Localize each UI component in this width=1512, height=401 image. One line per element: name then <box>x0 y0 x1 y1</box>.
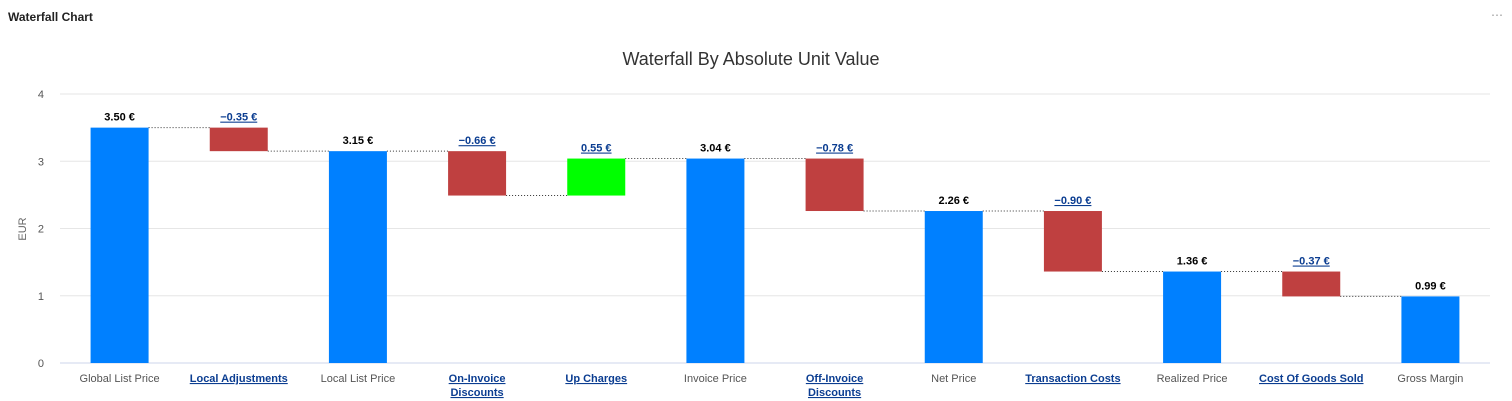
data-labels: 3.50 € −0.35 € 3.15 € −0.66 € 0.55 € 3.04 € −0… <box>104 112 1445 293</box>
chart-title: Waterfall By Absolute Unit Value <box>622 49 879 69</box>
bar-decrease[interactable] <box>1043 211 1102 272</box>
more-horizontal-icon[interactable]: ⋯ <box>1491 8 1504 22</box>
y-axis-title: EUR <box>17 217 29 240</box>
data-label: 0.99 € <box>1415 280 1446 292</box>
gridlines <box>60 93 1490 364</box>
data-label: 1.36 € <box>1177 256 1208 268</box>
data-label[interactable]: 0.55 € <box>581 143 612 155</box>
data-label[interactable]: −0.78 € <box>816 143 853 155</box>
bar-total <box>328 151 387 363</box>
data-label[interactable]: −0.90 € <box>1054 195 1091 207</box>
y-tick-label: 0 <box>38 358 44 370</box>
bar-decrease[interactable] <box>448 151 507 196</box>
y-tick-label: 1 <box>38 291 44 303</box>
panel-title: Waterfall Chart <box>8 10 93 24</box>
x-category-label: Net Price <box>931 373 976 385</box>
data-label: 3.50 € <box>104 112 135 124</box>
bar-total <box>1401 296 1460 363</box>
x-category-label[interactable]: Off-Invoice <box>806 373 863 385</box>
x-category-label[interactable]: Up Charges <box>565 373 627 385</box>
bar-total <box>686 158 745 363</box>
x-category-label: Realized Price <box>1157 373 1228 385</box>
y-tick-label: 2 <box>38 224 44 236</box>
data-label: 3.15 € <box>343 135 374 147</box>
connector-lines <box>148 127 1402 297</box>
x-axis-categories: Global List Price Local Adjustments Local … <box>80 373 1464 399</box>
x-category-label[interactable]: Discounts <box>450 387 503 399</box>
bar-total <box>90 127 149 363</box>
bar-decrease[interactable] <box>209 127 268 152</box>
x-category-label[interactable]: Cost Of Goods Sold <box>1259 373 1364 385</box>
data-label: 3.04 € <box>700 143 731 155</box>
bar-total <box>1163 271 1222 363</box>
x-category-label[interactable]: Local Adjustments <box>190 373 288 385</box>
y-tick-label: 4 <box>38 89 44 101</box>
x-category-label: Invoice Price <box>684 373 747 385</box>
x-category-label[interactable]: On-Invoice <box>449 373 506 385</box>
data-label[interactable]: −0.66 € <box>459 135 496 147</box>
bars <box>90 127 1460 363</box>
data-label[interactable]: −0.35 € <box>220 112 257 124</box>
bar-decrease[interactable] <box>805 158 864 212</box>
x-category-label: Local List Price <box>321 373 396 385</box>
bar-increase[interactable] <box>567 158 626 196</box>
bar-total <box>924 211 983 363</box>
x-category-label[interactable]: Transaction Costs <box>1025 373 1120 385</box>
x-category-label[interactable]: Discounts <box>808 387 861 399</box>
data-label: 2.26 € <box>938 195 969 207</box>
bar-decrease[interactable] <box>1282 271 1341 297</box>
x-category-label: Global List Price <box>80 373 160 385</box>
data-label[interactable]: −0.37 € <box>1293 256 1330 268</box>
y-tick-label: 3 <box>38 156 44 168</box>
x-category-label: Gross Margin <box>1397 373 1463 385</box>
y-axis-ticks: 0 1 2 3 4 <box>38 89 44 370</box>
